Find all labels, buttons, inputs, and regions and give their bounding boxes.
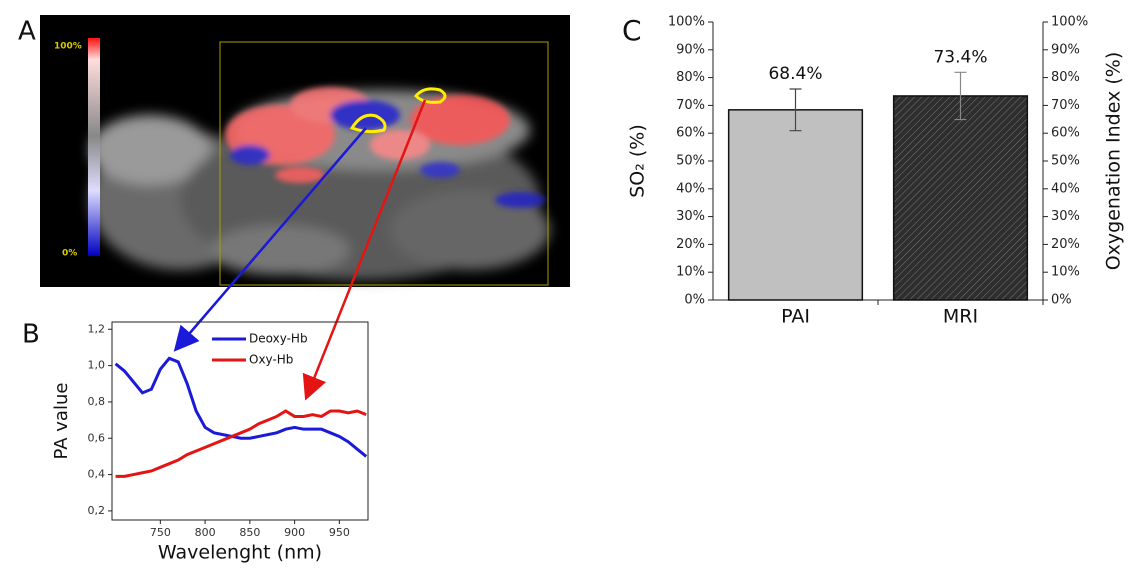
value-label: 68.4% bbox=[768, 64, 822, 84]
y-tick-label: 0% bbox=[684, 293, 705, 308]
y-tick-label: 20% bbox=[676, 237, 705, 252]
y2-tick-label: 10% bbox=[1051, 265, 1080, 280]
y-tick-label: 10% bbox=[676, 265, 705, 280]
y2-tick-label: 50% bbox=[1051, 154, 1080, 169]
value-label: 73.4% bbox=[933, 47, 987, 67]
panel-label: A bbox=[18, 17, 36, 47]
x-tick-label: MRI bbox=[943, 306, 978, 328]
y2-tick-label: 60% bbox=[1051, 126, 1080, 141]
x-tick-label: 950 bbox=[329, 526, 350, 539]
y-tick-label: 80% bbox=[676, 70, 705, 85]
legend-label: Oxy-Hb bbox=[249, 353, 293, 367]
panel-label: B bbox=[22, 320, 40, 350]
line bbox=[114, 356, 368, 458]
colorbar-max: 100% bbox=[54, 42, 82, 52]
y2-tick-label: 20% bbox=[1051, 237, 1080, 252]
y2-tick-label: 40% bbox=[1051, 181, 1080, 196]
y2-tick-label: 100% bbox=[1051, 15, 1088, 30]
plot-frame bbox=[111, 321, 369, 521]
error-bar bbox=[954, 71, 967, 121]
bar bbox=[727, 109, 864, 301]
y-tick-label: 90% bbox=[676, 42, 705, 57]
y-tick-label: 0,8 bbox=[88, 395, 106, 408]
y-tick-label: 1,2 bbox=[88, 322, 106, 335]
y-axis-label: SO₂ (%) bbox=[627, 124, 649, 198]
colorbar-min: 0% bbox=[62, 249, 77, 259]
bar bbox=[892, 95, 1029, 301]
y2-tick-label: 90% bbox=[1051, 42, 1080, 57]
y-tick-label: 70% bbox=[676, 98, 705, 113]
arrow bbox=[302, 99, 427, 401]
x-axis-label: Wavelenght (nm) bbox=[158, 542, 322, 564]
x-tick-label: 800 bbox=[195, 526, 216, 539]
y-tick-label: 50% bbox=[676, 154, 705, 169]
error-bar bbox=[789, 88, 802, 132]
y-axis-label: PA value bbox=[51, 383, 72, 460]
line bbox=[115, 409, 367, 478]
y2-axis-label: Oxygenation Index (%) bbox=[1103, 52, 1125, 271]
y-tick-label: 0,6 bbox=[88, 431, 106, 444]
panel-label: C bbox=[622, 14, 642, 47]
y-tick-label: 60% bbox=[676, 126, 705, 141]
y-tick-label: 1,0 bbox=[88, 359, 106, 372]
y-tick-label: 0,4 bbox=[88, 468, 106, 481]
y2-tick-label: 80% bbox=[1051, 70, 1080, 85]
y2-tick-label: 0% bbox=[1051, 293, 1072, 308]
y2-tick-label: 70% bbox=[1051, 98, 1080, 113]
y-tick-label: 30% bbox=[676, 209, 705, 224]
ultrasound-image bbox=[40, 15, 570, 287]
x-tick-label: 750 bbox=[150, 526, 171, 539]
x-tick-label: 850 bbox=[239, 526, 260, 539]
y-tick-label: 0,2 bbox=[88, 504, 106, 517]
x-tick-label: PAI bbox=[781, 306, 810, 328]
x-tick-label: 900 bbox=[284, 526, 305, 539]
arrow bbox=[173, 127, 367, 352]
y2-tick-label: 30% bbox=[1051, 209, 1080, 224]
legend-label: Deoxy-Hb bbox=[249, 332, 308, 346]
y-tick-label: 100% bbox=[668, 15, 705, 30]
y-tick-label: 40% bbox=[676, 181, 705, 196]
